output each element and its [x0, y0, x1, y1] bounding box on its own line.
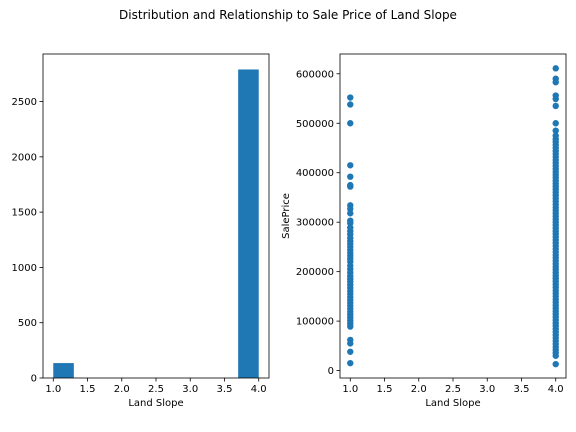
scatter-x-tick-label: 4.0	[548, 384, 564, 395]
scatter-axes-frame	[339, 53, 567, 379]
scatter-y-tick-label: 500000	[296, 119, 334, 130]
histogram-bar	[238, 69, 259, 378]
scatter-point	[347, 359, 354, 367]
histogram-y-tick-label: 1000	[12, 263, 37, 274]
scatter-point	[552, 78, 559, 86]
scatter-point	[347, 219, 354, 227]
scatter-point	[552, 127, 559, 134]
histogram-x-tick-label: 3.5	[217, 384, 233, 395]
scatter-x-tick-label: 2.0	[411, 384, 427, 395]
scatter-y-ticks: 0 100000 200000 300000 400000 500000 600000	[296, 69, 340, 377]
scatter-y-tick-label: 600000	[296, 69, 334, 80]
scatter-point	[347, 101, 354, 108]
histogram-x-tick-label: 4.0	[251, 384, 267, 395]
scatter-y-tick-label: 200000	[296, 267, 334, 278]
scatter-point	[552, 120, 559, 127]
histogram-x-ticks: 1.0 1.5 2.0 2.5 3.0 3.5 4.0	[45, 378, 267, 395]
scatter-y-tick-label: 400000	[296, 168, 334, 179]
scatter-point	[552, 360, 559, 368]
scatter-panel: 1.0 1.5 2.0 2.5 3.0 3.5 4.0 0 100000 200000 30000…	[281, 53, 567, 409]
scatter-point	[552, 65, 559, 72]
scatter-point	[347, 340, 354, 347]
scatter-point	[347, 205, 354, 213]
histogram-x-tick-label: 2.5	[148, 384, 164, 395]
scatter-point	[347, 173, 354, 180]
scatter-point	[552, 95, 559, 103]
scatter-point	[347, 210, 354, 217]
histogram-bars	[53, 69, 259, 378]
histogram-x-axis-label: Land Slope	[128, 398, 183, 409]
histogram-y-tick-label: 2500	[12, 97, 37, 108]
histogram-x-tick-label: 1.0	[45, 384, 61, 395]
histogram-x-tick-label: 1.5	[80, 384, 96, 395]
histogram-y-tick-label: 2000	[12, 152, 37, 163]
scatter-point	[347, 162, 354, 169]
histogram-y-tick-label: 500	[18, 318, 37, 329]
scatter-x-tick-label: 3.0	[479, 384, 495, 395]
scatter-x-ticks: 1.0 1.5 2.0 2.5 3.0 3.5 4.0	[342, 378, 564, 395]
figure-title: Distribution and Relationship to Sale Pr…	[119, 8, 457, 22]
scatter-point	[552, 102, 559, 110]
scatter-y-tick-label: 300000	[296, 218, 334, 229]
scatter-point	[347, 183, 354, 190]
scatter-point	[347, 323, 354, 330]
histogram-axes-frame	[42, 53, 270, 379]
histogram-bar	[53, 363, 74, 378]
histogram-y-tick-label: 1500	[12, 208, 37, 219]
scatter-x-tick-label: 3.5	[514, 384, 530, 395]
scatter-x-axis-label: Land Slope	[425, 398, 480, 409]
histogram-x-tick-label: 3.0	[182, 384, 198, 395]
histogram-panel: 1.0 1.5 2.0 2.5 3.0 3.5 4.0 0 500 1000 1500 2000 25…	[12, 53, 270, 409]
scatter-x-tick-label: 1.5	[377, 384, 393, 395]
histogram-y-tick-label: 0	[31, 374, 37, 385]
scatter-point	[552, 352, 559, 359]
scatter-point	[347, 348, 354, 355]
scatter-point	[347, 120, 354, 127]
scatter-points	[347, 65, 559, 368]
scatter-y-tick-label: 0	[328, 366, 334, 377]
scatter-x-tick-label: 1.0	[342, 384, 358, 395]
histogram-x-tick-label: 2.0	[114, 384, 130, 395]
scatter-point	[347, 94, 354, 101]
scatter-y-tick-label: 100000	[296, 317, 334, 328]
histogram-y-ticks: 0 500 1000 1500 2000 2500	[12, 97, 43, 385]
scatter-y-axis-label: SalePrice	[281, 193, 292, 239]
scatter-x-tick-label: 2.5	[445, 384, 461, 395]
